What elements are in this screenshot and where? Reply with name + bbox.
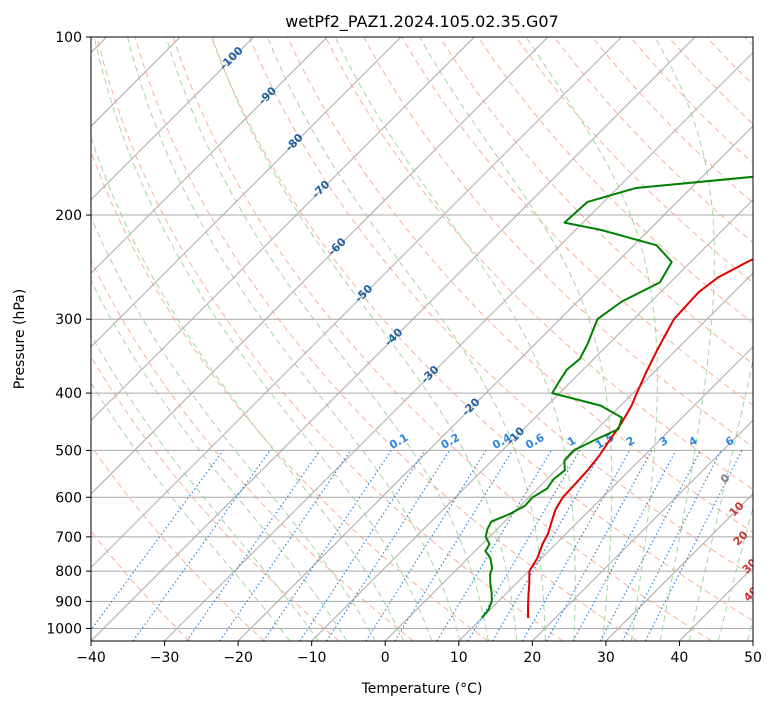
isotherm-line — [91, 37, 475, 422]
dry-adiabat-line — [91, 259, 414, 641]
y-tick-label: 800 — [55, 564, 82, 580]
isotherm-line — [91, 37, 255, 201]
isotherm-line — [91, 37, 696, 641]
moist-adiabat-line — [525, 37, 658, 641]
theta-label: 40 — [741, 584, 761, 604]
x-tick-label: 20 — [523, 650, 541, 666]
isotherm-line — [384, 272, 753, 641]
chart-title: wetPf2_PAZ1.2024.105.02.35.G07 — [285, 12, 559, 32]
mixing-ratio-line — [572, 450, 677, 641]
isotherm-line — [458, 346, 753, 641]
moist-adiabat-line — [334, 37, 576, 641]
dry-adiabat-line — [248, 37, 753, 577]
plot-frame — [90, 36, 754, 642]
dry-adiabat-line — [172, 37, 713, 641]
x-tick-label: −30 — [150, 650, 180, 666]
y-tick-label: 100 — [55, 30, 82, 46]
dry-adiabat-line — [515, 37, 753, 284]
moist-adiabat-line — [717, 506, 753, 641]
temperature-profile-line — [527, 258, 753, 619]
dry-adiabat-line — [286, 37, 753, 534]
mixing-ratio-line — [492, 450, 603, 641]
mixing-ratio-line — [436, 450, 552, 641]
x-tick-label: 10 — [450, 650, 468, 666]
profiles — [481, 175, 753, 619]
y-tick-label: 1000 — [46, 621, 82, 637]
mixing-ratio-line — [394, 450, 513, 641]
moist-adiabat-line — [165, 37, 489, 641]
mixing-ratio-line — [521, 450, 631, 641]
y-tick-label: 300 — [55, 312, 82, 328]
isotherm-line — [164, 51, 753, 641]
y-axis: 100 200 300 400 500 600 700 800 900 1000 — [46, 30, 91, 637]
y-tick-label: 900 — [55, 594, 82, 610]
isotherm-line — [531, 419, 753, 641]
dry-adiabat-line — [91, 355, 340, 641]
y-tick-label: 500 — [55, 443, 82, 459]
dry-adiabat-line — [91, 444, 265, 641]
moist-adiabat-line — [419, 37, 613, 641]
x-tick-label: −20 — [223, 650, 253, 666]
mixing-ratio-line — [546, 450, 653, 641]
isotherm-line — [91, 37, 328, 274]
x-tick-label: 30 — [597, 650, 615, 666]
isotherm-line — [91, 37, 622, 569]
isotherm-line — [605, 493, 753, 641]
moist-adiabat-line — [266, 37, 546, 641]
mixing-ratio-line — [467, 450, 581, 641]
x-tick-label: 0 — [381, 650, 390, 666]
y-tick-label: 700 — [55, 530, 82, 546]
moist-adiabat-line — [91, 135, 405, 641]
background-lines — [91, 37, 753, 641]
dewpoint-profile-line — [481, 175, 753, 619]
y-tick-label: 200 — [55, 208, 82, 224]
moist-adiabat-line — [211, 37, 518, 641]
dry-adiabat-line — [96, 37, 563, 641]
moist-adiabat-line — [91, 215, 376, 641]
y-axis-title: Pressure (hPa) — [12, 289, 28, 389]
y-tick-label: 600 — [55, 490, 82, 506]
isotherm-line — [237, 125, 753, 641]
x-axis: −40 −30 −20 −10 0 10 20 30 40 50 — [76, 641, 762, 666]
mixing-ratio-line — [91, 450, 224, 631]
x-tick-label: −10 — [297, 650, 327, 666]
mixing-ratio-line — [219, 450, 352, 641]
x-axis-title: Temperature (°C) — [361, 681, 483, 697]
x-tick-label: 40 — [671, 650, 689, 666]
isotherm-line — [91, 37, 549, 495]
mixing-ratio-line — [186, 450, 321, 641]
x-tick-label: −40 — [76, 650, 106, 666]
mixing-ratio-line — [365, 450, 487, 641]
dry-adiabat-line — [210, 37, 753, 622]
y-tick-label: 400 — [55, 386, 82, 402]
moist-adiabat-line — [93, 37, 433, 641]
moist-adiabat-line — [688, 358, 753, 641]
moist-adiabat-line — [127, 37, 461, 641]
mixing-ratio-line — [132, 450, 271, 641]
moist-adiabat-line — [91, 333, 319, 641]
x-tick-label: 50 — [744, 650, 762, 666]
mixing-ratio-line — [326, 450, 451, 641]
dry-adiabat-line — [325, 37, 753, 490]
isotherm-line — [91, 37, 402, 348]
moist-adiabat-line — [91, 381, 291, 641]
